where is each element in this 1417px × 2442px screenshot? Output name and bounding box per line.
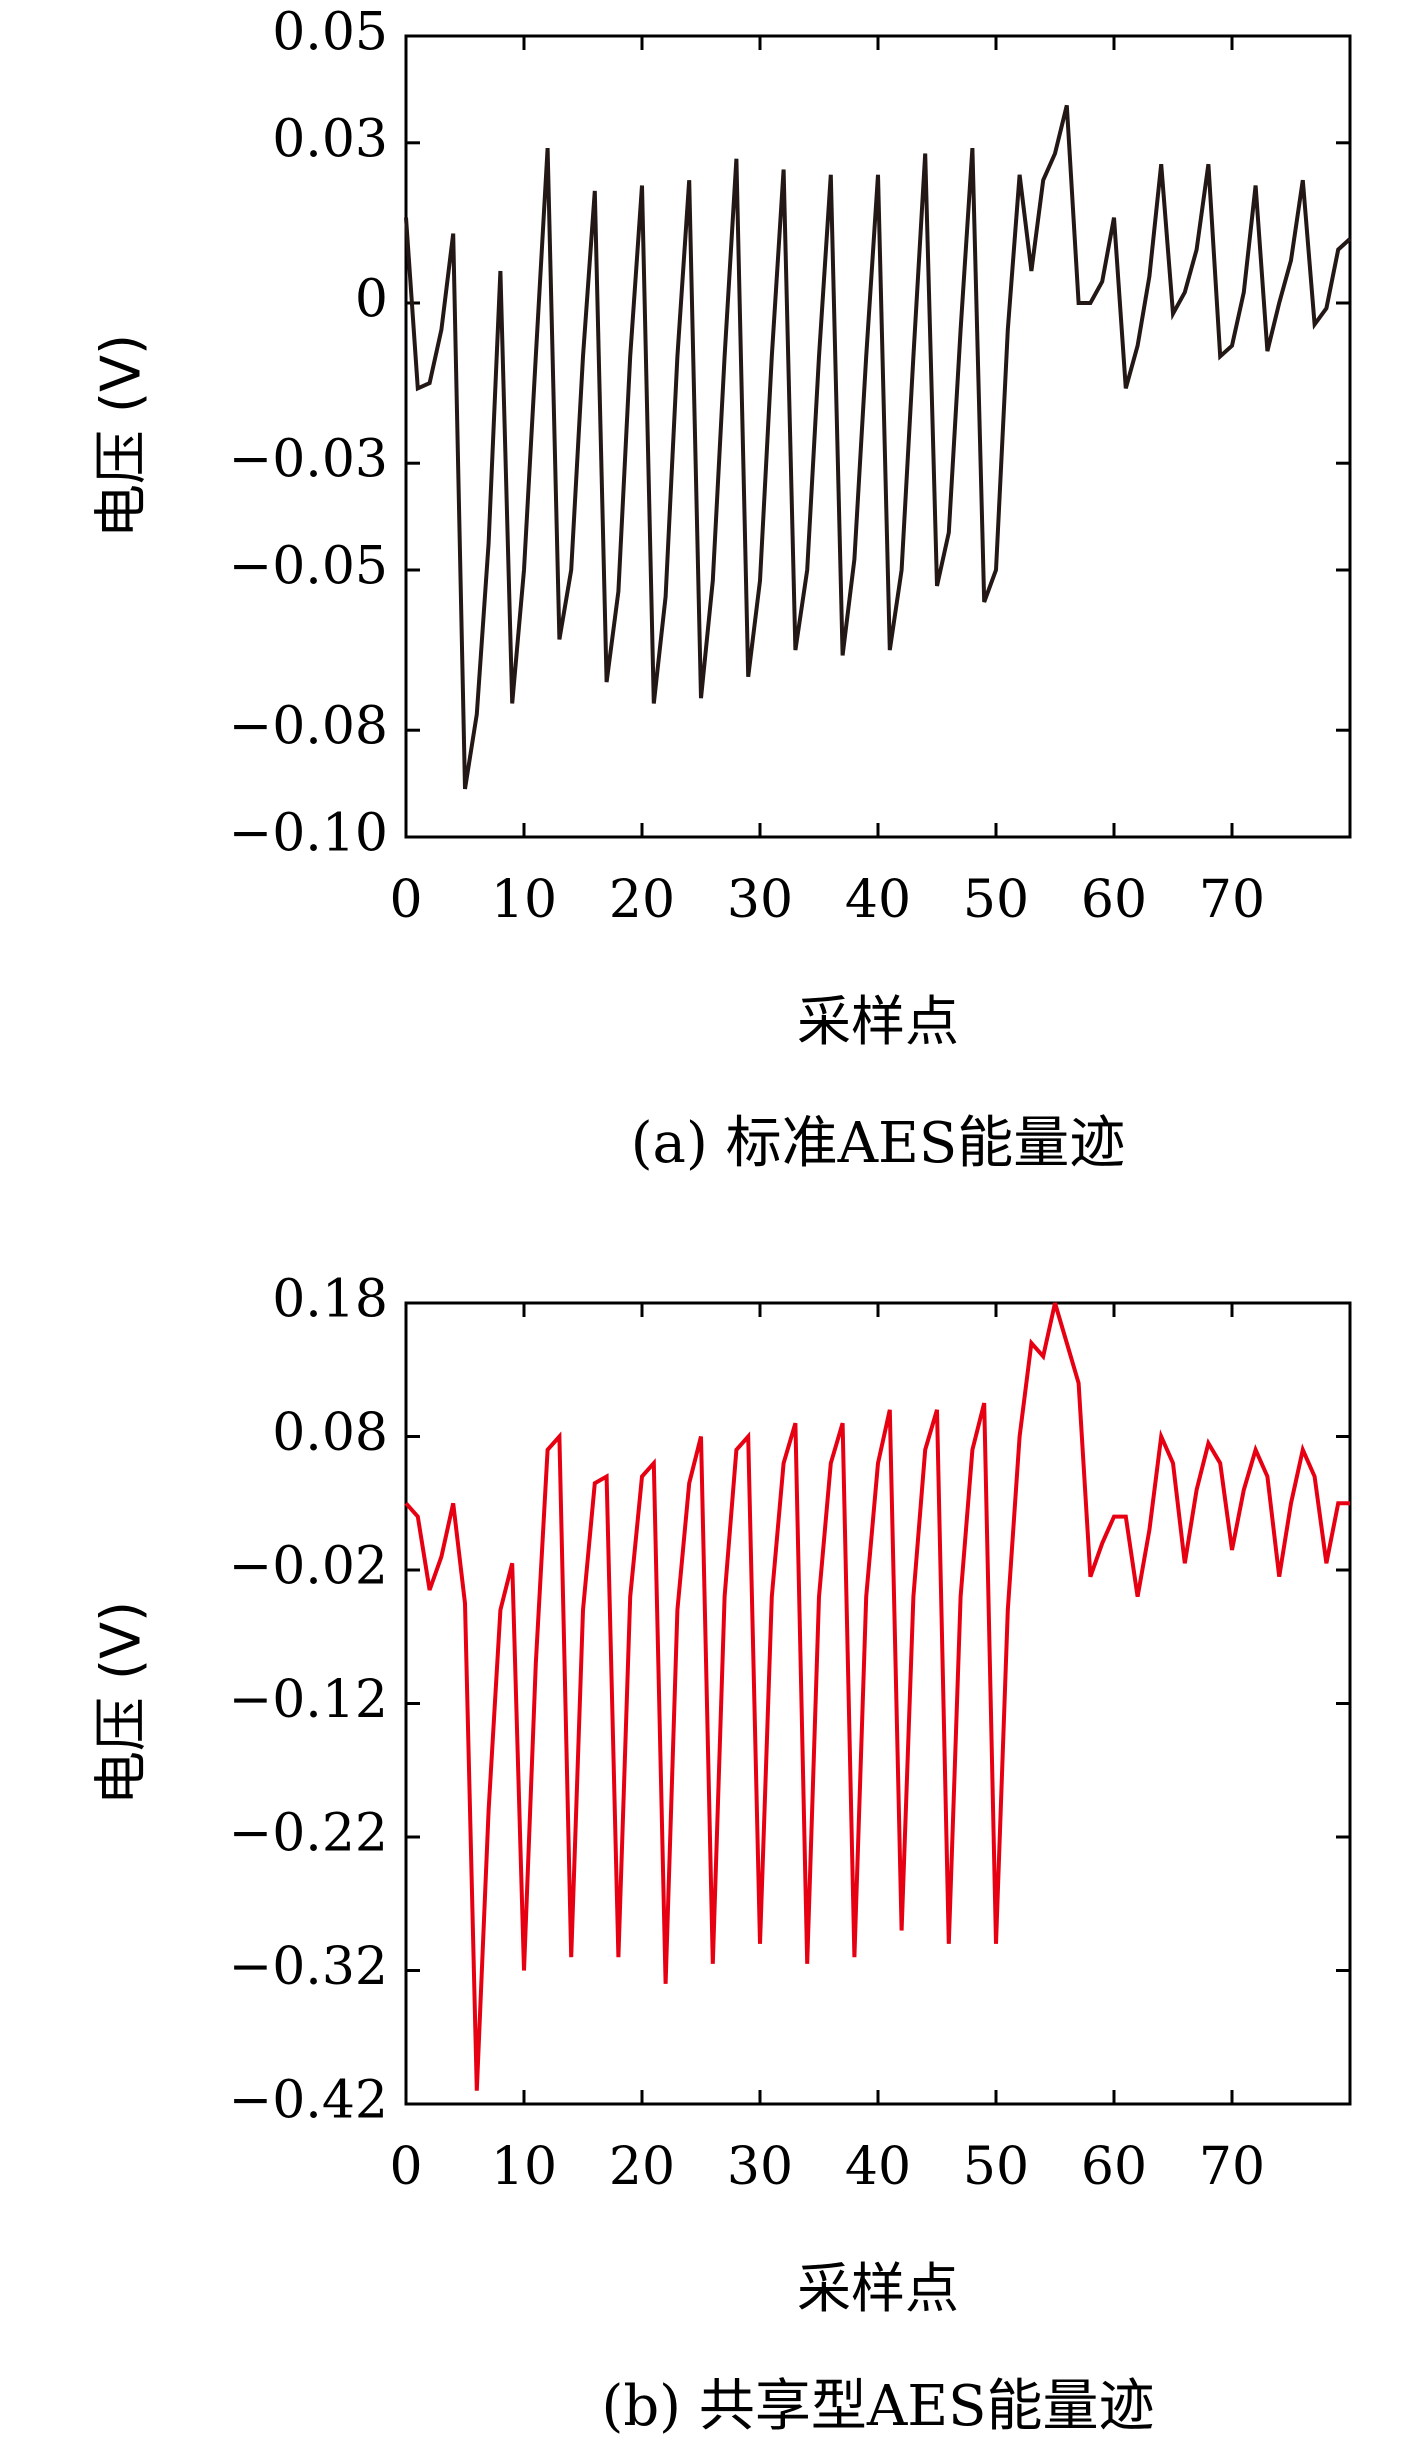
y-tick-label: −0.32 — [229, 1937, 388, 1997]
x-axis-label-b: 采样点 — [797, 2257, 959, 2320]
x-tick-label: 70 — [1199, 870, 1265, 930]
y-tick-label: −0.03 — [229, 430, 388, 490]
y-tick-label: −0.12 — [229, 1670, 388, 1730]
y-ticks-b: 0.18 0.08 −0.02 −0.12 −0.22 −0.32 −0.42 — [229, 1270, 1350, 2131]
y-tick-label: 0 — [355, 270, 388, 330]
y-tick-label: −0.22 — [229, 1804, 388, 1864]
y-tick-label: −0.42 — [229, 2071, 388, 2131]
caption-a: (a) 标准AES能量迹 — [631, 1111, 1126, 1176]
y-tick-label: 0.03 — [272, 109, 388, 169]
x-tick-label: 50 — [963, 870, 1029, 930]
y-ticks-a: 0.05 0.03 0 −0.03 −0.05 −0.08 −0.10 — [229, 3, 1350, 864]
trace-line-b — [404, 1302, 1350, 2091]
x-tick-label: 20 — [609, 2137, 675, 2197]
x-tick-label: 40 — [845, 2137, 911, 2197]
x-tick-label: 60 — [1081, 2137, 1147, 2197]
x-tick-label: 20 — [609, 870, 675, 930]
y-tick-label: 0.08 — [272, 1403, 388, 1463]
y-tick-label: −0.10 — [229, 804, 388, 864]
y-tick-label: −0.02 — [229, 1537, 388, 1597]
y-tick-label: 0.18 — [272, 1270, 388, 1330]
x-axis-label-a: 采样点 — [797, 990, 959, 1053]
panel-a-chart: 0.05 0.03 0 −0.03 −0.05 −0.08 −0.10 0 10 20 30 40 5… — [90, 3, 1352, 1176]
panel-b-chart: 0.18 0.08 −0.02 −0.12 −0.22 −0.32 −0.42 0 10 20 3… — [90, 1270, 1352, 2439]
x-tick-label: 10 — [491, 870, 557, 930]
y-tick-label: −0.05 — [229, 537, 388, 597]
x-ticks-a: 0 10 20 30 40 50 60 70 — [389, 36, 1265, 930]
y-tick-label: 0.05 — [272, 3, 388, 63]
x-tick-label: 30 — [727, 2137, 793, 2197]
y-tick-label: −0.08 — [229, 697, 388, 757]
x-tick-label: 40 — [845, 870, 911, 930]
plot-frame-b — [404, 1301, 1352, 2106]
x-tick-label: 0 — [389, 2137, 422, 2197]
x-tick-label: 10 — [491, 2137, 557, 2197]
x-ticks-b: 0 10 20 30 40 50 60 70 — [389, 1303, 1265, 2197]
x-tick-label: 70 — [1199, 2137, 1265, 2197]
x-tick-label: 60 — [1081, 870, 1147, 930]
y-axis-label-b: 电压 (V) — [90, 1601, 153, 1805]
trace-line-a — [404, 104, 1352, 790]
x-tick-label: 30 — [727, 870, 793, 930]
y-axis-label-a: 电压 (V) — [90, 334, 153, 538]
caption-b: (b) 共享型AES能量迹 — [601, 2374, 1154, 2439]
x-tick-label: 0 — [389, 870, 422, 930]
x-tick-label: 50 — [963, 2137, 1029, 2197]
